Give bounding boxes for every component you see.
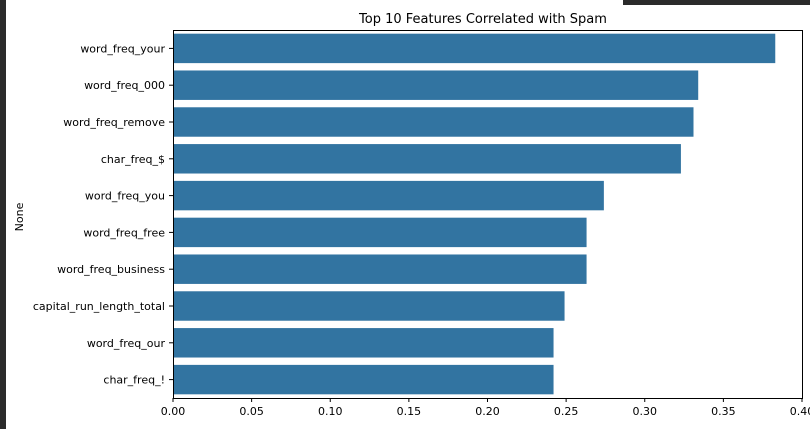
plot-frame: [173, 30, 803, 399]
y-tick-label: word_freq_you: [85, 190, 165, 203]
y-tick-label: word_freq_our: [87, 337, 166, 350]
x-tick-label: 0.35: [711, 405, 736, 418]
y-tick-label: word_freq_business: [57, 263, 165, 276]
x-tick-label: 0.15: [397, 405, 422, 418]
x-tick-label: 0.40: [790, 405, 810, 418]
x-tick-label: 0.00: [161, 405, 186, 418]
y-tick-label: word_freq_000: [84, 79, 165, 92]
bar-0: [173, 33, 776, 64]
bar-4: [173, 180, 604, 211]
bar-1: [173, 70, 699, 100]
bar-9: [173, 364, 554, 395]
bar-5: [173, 217, 587, 248]
window-frame-top-right: [623, 0, 810, 5]
x-tick-label: 0.20: [475, 405, 500, 418]
y-tick-label: capital_run_length_total: [33, 300, 165, 313]
x-tick-label: 0.10: [318, 405, 343, 418]
bar-2: [173, 107, 694, 137]
y-tick-label: char_freq_$: [101, 153, 165, 166]
bar-6: [173, 254, 587, 284]
bar-8: [173, 328, 554, 358]
x-tick-label: 0.30: [633, 405, 658, 418]
x-tick-label: 0.05: [239, 405, 264, 418]
window-frame-left: [0, 0, 6, 429]
y-tick-label: word_freq_your: [80, 42, 165, 55]
chart-title: Top 10 Features Correlated with Spam: [358, 12, 607, 27]
y-axis-label: None: [13, 202, 26, 231]
x-ticks: 0.00 0.05 0.10 0.15 0.20 0.25 0.30 0.35 0.40: [161, 398, 810, 418]
bar-3: [173, 144, 681, 174]
bar-7: [173, 291, 565, 321]
y-tick-labels: word_freq_your word_freq_000 word_freq_rem…: [33, 42, 173, 387]
y-tick-label: word_freq_free: [83, 226, 165, 239]
y-tick-label: word_freq_remove: [63, 116, 165, 129]
x-tick-label: 0.25: [554, 405, 579, 418]
bars-group: [173, 33, 776, 395]
y-tick-label: char_freq_!: [103, 374, 165, 387]
